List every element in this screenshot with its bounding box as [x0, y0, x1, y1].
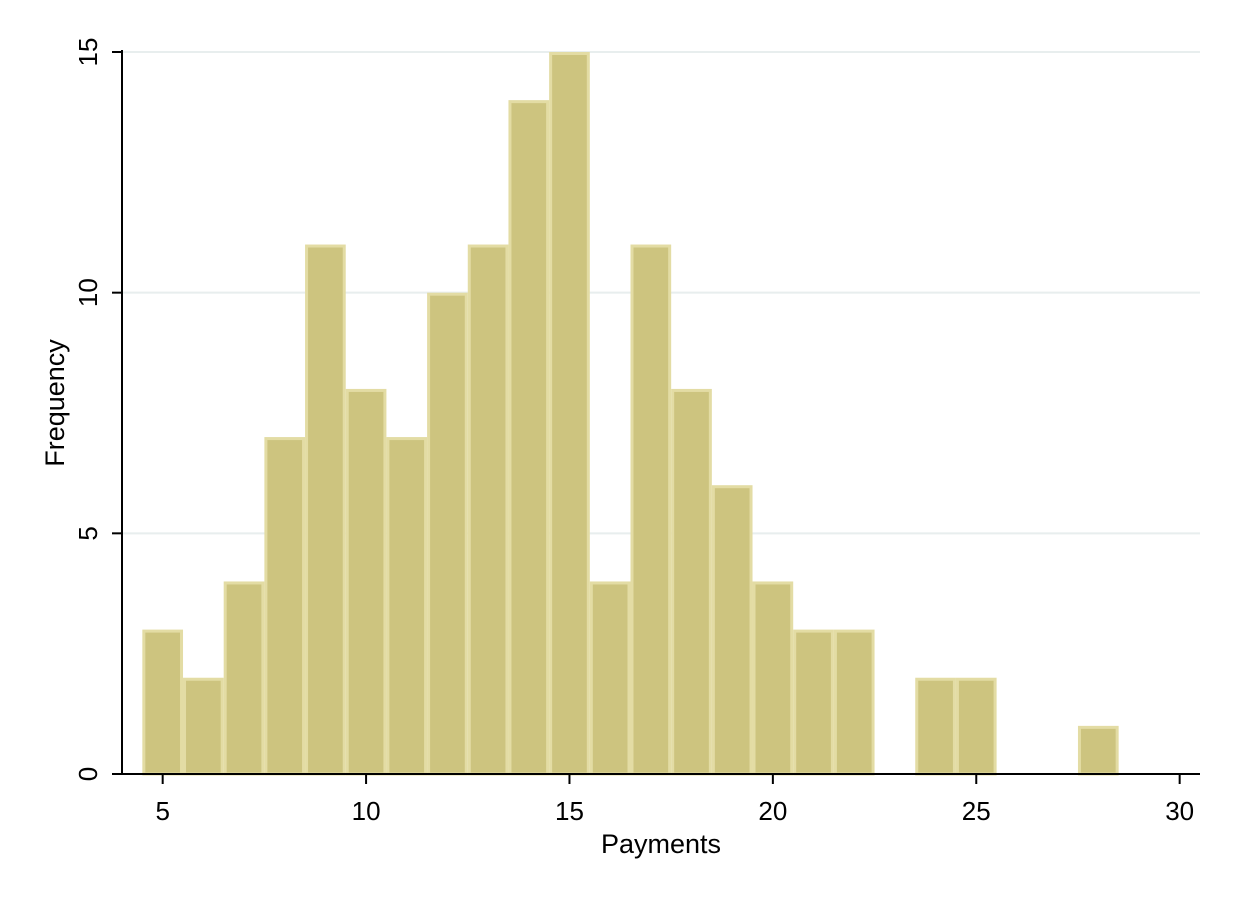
y-tick-label: 10	[73, 278, 103, 307]
x-tick-label: 30	[1165, 796, 1194, 826]
x-axis-title: Payments	[601, 829, 721, 859]
axes	[121, 50, 1200, 775]
bars	[142, 52, 1119, 776]
histogram-bar	[752, 581, 794, 776]
histogram-bar	[264, 437, 306, 776]
ticks: 0 5 10 15 5 10 15 20 25 30	[73, 38, 1194, 826]
y-tick-label: 15	[73, 38, 103, 67]
histogram-bar	[305, 244, 346, 776]
histogram-bar	[793, 629, 834, 776]
histogram-bar	[833, 629, 875, 776]
histogram-bar	[427, 292, 468, 776]
histogram-bar	[589, 581, 631, 776]
histogram-bar	[711, 485, 753, 776]
x-tick-label: 20	[758, 796, 787, 826]
histogram-bar	[183, 677, 224, 776]
histogram-bar	[549, 52, 590, 776]
x-tick-label: 15	[555, 796, 584, 826]
histogram-bar	[508, 100, 550, 776]
histogram-bar	[142, 629, 184, 776]
histogram-bar	[630, 244, 672, 776]
histogram-bar	[223, 581, 265, 776]
histogram-bar	[915, 677, 956, 776]
histogram-bar	[1077, 725, 1119, 776]
x-tick-label: 10	[352, 796, 381, 826]
x-tick-label: 25	[962, 796, 991, 826]
histogram-bar	[467, 244, 509, 776]
x-tick-label: 5	[155, 796, 169, 826]
histogram-bar	[386, 437, 428, 776]
histogram-bar	[955, 677, 997, 776]
y-axis-title: Frequency	[40, 339, 70, 467]
histogram-bar	[345, 388, 387, 776]
y-tick-label: 0	[73, 767, 103, 781]
y-tick-label: 5	[73, 526, 103, 540]
histogram-bar	[671, 388, 712, 776]
